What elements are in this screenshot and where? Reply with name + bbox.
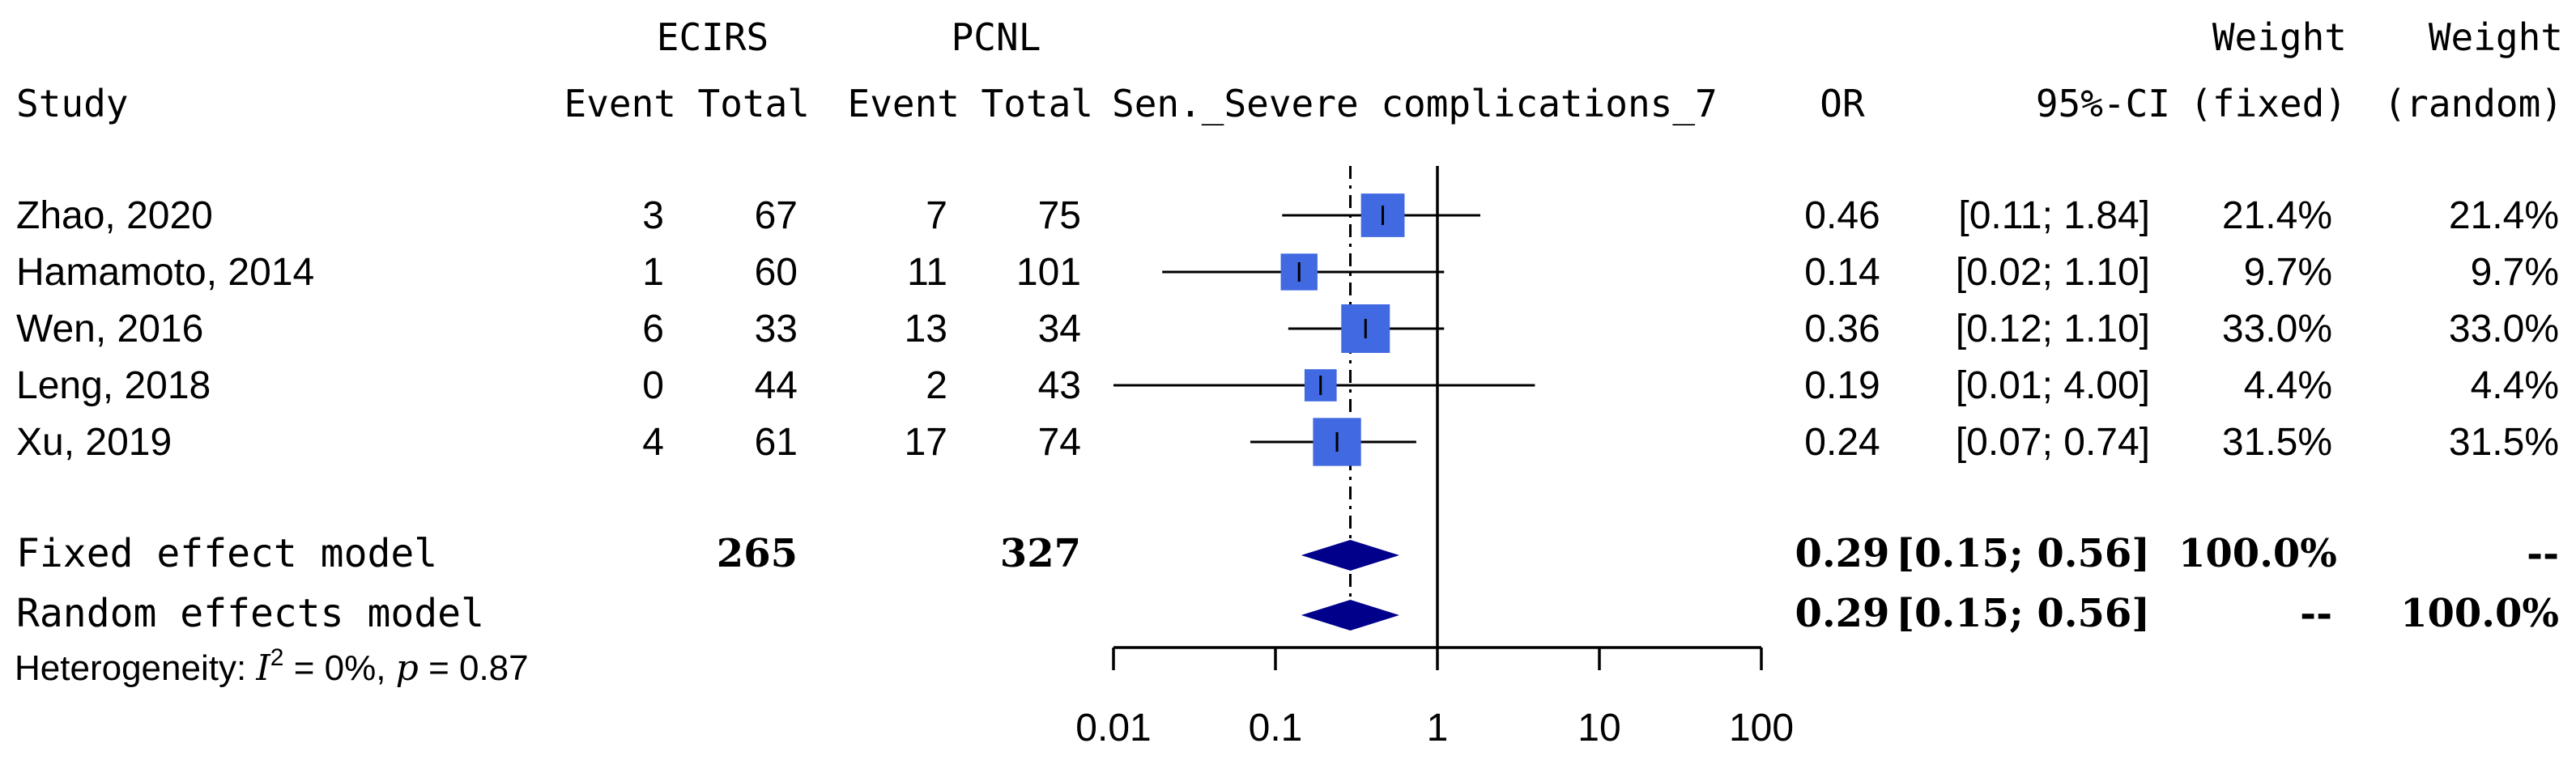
- study-name: Hamamoto, 2014: [16, 251, 314, 294]
- header-weight-random-1: Weight: [2429, 15, 2563, 59]
- fixed-label: Fixed effect model: [16, 531, 437, 576]
- header-outcome: Sen._Severe complications_7: [1112, 82, 1718, 125]
- random-ci: [0.15; 0.56]: [1896, 591, 2150, 636]
- x-tick-label: 1: [1427, 707, 1449, 750]
- header-event2: Event: [848, 82, 960, 125]
- random-weight-fixed: --: [2300, 591, 2332, 636]
- heterogeneity-text: Heterogeneity: I2 = 0%, p = 0.87: [15, 644, 529, 689]
- fixed-effect-diamond: [1301, 539, 1399, 571]
- total1-value: 67: [755, 194, 798, 237]
- header-weight-fixed-1: Weight: [2212, 15, 2347, 59]
- column-headers: ECIRS PCNL Study Event Total Event Total…: [16, 15, 2563, 125]
- header-group2: PCNL: [952, 15, 1041, 59]
- study-name: Wen, 2016: [16, 308, 203, 350]
- fixed-or: 0.29: [1795, 531, 1890, 576]
- header-weight-fixed-2: (fixed): [2190, 82, 2347, 125]
- x-tick-label: 0.1: [1249, 707, 1303, 750]
- header-or: OR: [1820, 82, 1865, 125]
- fixed-weight-random: --: [2527, 531, 2559, 576]
- event2-value: 2: [926, 364, 947, 407]
- ci-value: [0.07; 0.74]: [1956, 421, 2150, 464]
- total2-value: 43: [1038, 364, 1081, 407]
- ci-value: [0.12; 1.10]: [1956, 308, 2150, 350]
- study-name: Xu, 2019: [16, 421, 172, 464]
- or-value: 0.14: [1804, 251, 1880, 294]
- i2-symbol: I: [255, 648, 271, 689]
- event2-value: 17: [905, 421, 947, 464]
- header-ci: 95%-CI: [2036, 82, 2170, 125]
- weight-random-value: 4.4%: [2471, 364, 2559, 407]
- total2-value: 74: [1038, 421, 1081, 464]
- weight-random-value: 31.5%: [2449, 421, 2559, 464]
- random-weight-random: 100.0%: [2400, 591, 2559, 636]
- study-rows: Zhao, 2020 3 67 7 75 0.46 [0.11; 1.84] 21.4% 21.…: [16, 194, 2559, 464]
- or-value: 0.46: [1804, 194, 1880, 237]
- p-value: = 0.87: [419, 648, 529, 688]
- header-total1: Total: [698, 82, 810, 125]
- p-symbol: p: [396, 648, 419, 689]
- header-study: Study: [16, 82, 128, 125]
- random-effects-diamond: [1301, 599, 1399, 631]
- total2-value: 75: [1038, 194, 1081, 237]
- random-or: 0.29: [1795, 591, 1890, 636]
- or-value: 0.36: [1804, 308, 1880, 350]
- fixed-n1: 265: [717, 531, 798, 576]
- x-tick-label: 100: [1729, 707, 1794, 750]
- x-axis: 0.01 0.1 1 10 100: [1075, 646, 1794, 750]
- event2-value: 7: [926, 194, 947, 237]
- header-weight-random-2: (random): [2383, 82, 2563, 125]
- x-tick-label: 0.01: [1075, 707, 1151, 750]
- ci-value: [0.11; 1.84]: [1958, 194, 2150, 237]
- i2-superscript: 2: [270, 644, 284, 671]
- study-name: Zhao, 2020: [16, 194, 213, 237]
- event1-value: 1: [642, 251, 664, 294]
- total2-value: 34: [1038, 308, 1081, 350]
- header-event1: Event: [564, 82, 676, 125]
- random-label: Random effects model: [16, 591, 484, 636]
- or-value: 0.19: [1804, 364, 1880, 407]
- weight-random-value: 33.0%: [2449, 308, 2559, 350]
- fixed-weight-fixed: 100.0%: [2178, 531, 2337, 576]
- total1-value: 60: [755, 251, 798, 294]
- event1-value: 4: [642, 421, 664, 464]
- weight-fixed-value: 21.4%: [2222, 194, 2332, 237]
- weight-random-value: 9.7%: [2471, 251, 2559, 294]
- plot-area: [1113, 166, 1535, 648]
- event1-value: 6: [642, 308, 664, 350]
- ci-value: [0.02; 1.10]: [1956, 251, 2150, 294]
- total1-value: 44: [755, 364, 798, 407]
- header-group1: ECIRS: [657, 15, 769, 59]
- ci-value: [0.01; 4.00]: [1956, 364, 2150, 407]
- total2-value: 101: [1016, 251, 1081, 294]
- event1-value: 3: [642, 194, 664, 237]
- study-name: Leng, 2018: [16, 364, 211, 407]
- or-value: 0.24: [1804, 421, 1880, 464]
- event1-value: 0: [642, 364, 664, 407]
- weight-random-value: 21.4%: [2449, 194, 2559, 237]
- header-total2: Total: [981, 82, 1093, 125]
- weight-fixed-value: 9.7%: [2244, 251, 2332, 294]
- summary-rows: Fixed effect model 265 327 0.29 [0.15; 0…: [15, 531, 2559, 689]
- x-tick-label: 10: [1578, 707, 1620, 750]
- event2-value: 13: [905, 308, 947, 350]
- weight-fixed-value: 4.4%: [2244, 364, 2332, 407]
- fixed-n2: 327: [1000, 531, 1081, 576]
- weight-fixed-value: 33.0%: [2222, 308, 2332, 350]
- fixed-ci: [0.15; 0.56]: [1896, 531, 2150, 576]
- total1-value: 61: [755, 421, 798, 464]
- weight-fixed-value: 31.5%: [2222, 421, 2332, 464]
- i2-value: = 0%,: [283, 648, 395, 688]
- event2-value: 11: [907, 251, 947, 294]
- total1-value: 33: [755, 308, 798, 350]
- heterogeneity-prefix: Heterogeneity:: [15, 648, 256, 688]
